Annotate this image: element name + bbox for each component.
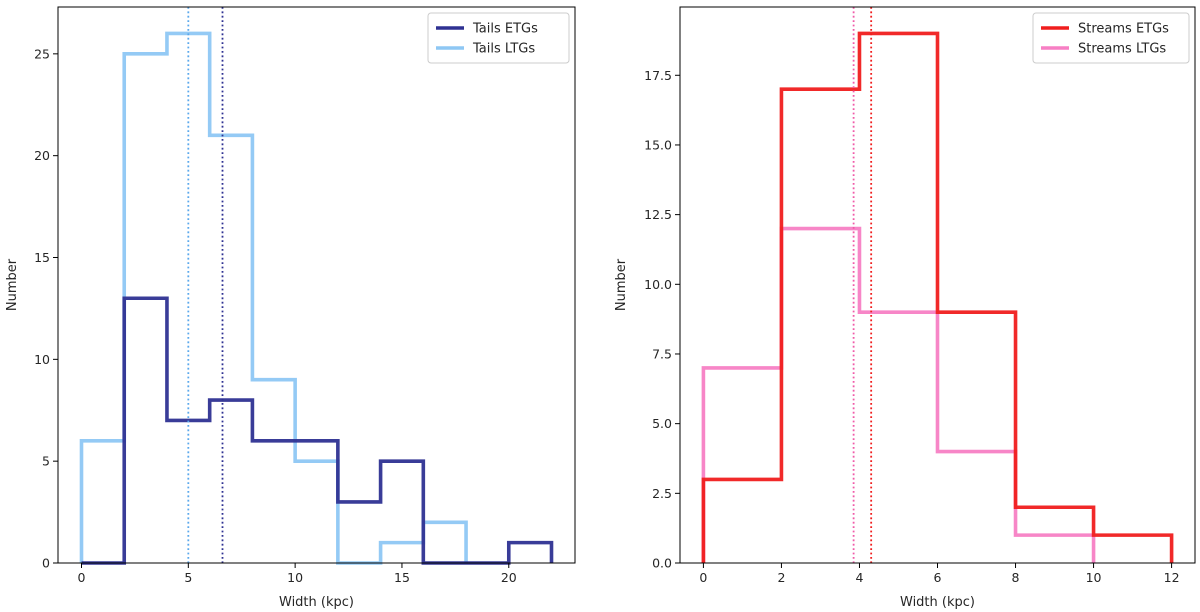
- y-tick-label: 15: [34, 250, 50, 265]
- x-tick-label: 12: [1164, 570, 1180, 585]
- legend-box: [1032, 12, 1190, 64]
- legend-box: [427, 12, 570, 64]
- x-axis-label: Width (kpc): [279, 595, 354, 610]
- y-axis-label: Number: [614, 258, 629, 311]
- x-tick-label: 2: [777, 570, 785, 585]
- y-tick-label: 7.5: [652, 346, 672, 361]
- legend: Streams ETGs Streams LTGs: [1032, 12, 1190, 64]
- y-tick-label: 15.0: [644, 137, 672, 152]
- histogram-series-1: [701, 31, 1174, 563]
- legend: Tails ETGs Tails LTGs: [427, 12, 570, 64]
- y-tick-label: 25: [34, 46, 50, 61]
- histogram-series-1: [81, 296, 554, 565]
- histogram-series-2: [701, 226, 1096, 563]
- x-tick-label: 8: [1012, 570, 1020, 585]
- chart-panel-1: 0 5 10 15 20 0 5 10 15 20 25 Width (kpc) Number Tails…: [5, 6, 576, 610]
- y-tick-label: 0.0: [652, 556, 672, 571]
- axes-frame: [57, 6, 576, 564]
- y-tick-label: 10: [34, 352, 50, 367]
- legend-label-series-1: Streams ETGs: [1078, 22, 1169, 37]
- y-tick-label: 17.5: [644, 68, 672, 83]
- x-tick-label: 10: [1086, 570, 1102, 585]
- legend-label-series-2: Tails LTGs: [472, 42, 535, 57]
- y-axis-label: Number: [5, 258, 20, 311]
- x-tick-label: 4: [855, 570, 863, 585]
- x-tick-label: 10: [287, 570, 303, 585]
- legend-label-series-2: Streams LTGs: [1078, 42, 1166, 57]
- y-tick-label: 20: [34, 148, 50, 163]
- y-tick-label: 10.0: [644, 277, 672, 292]
- x-tick-label: 15: [394, 570, 410, 585]
- y-tick-label: 12.5: [644, 207, 672, 222]
- x-tick-label: 0: [699, 570, 707, 585]
- x-tick-label: 5: [184, 570, 192, 585]
- y-tick-label: 5: [42, 454, 50, 469]
- histogram-series-2: [79, 31, 468, 565]
- y-tick-label: 5.0: [652, 416, 672, 431]
- y-tick-label: 0: [42, 556, 50, 571]
- x-tick-label: 0: [78, 570, 86, 585]
- x-axis-label: Width (kpc): [900, 595, 975, 610]
- legend-label-series-1: Tails ETGs: [472, 22, 538, 37]
- chart-panel-2: 0 2 4 6 8 10 12 0.0 2.5 5.0 7.5 10.0 12.5 15.0 17.5 Wid…: [614, 6, 1196, 610]
- x-tick-label: 6: [934, 570, 942, 585]
- y-tick-label: 2.5: [652, 486, 672, 501]
- x-tick-label: 20: [501, 570, 517, 585]
